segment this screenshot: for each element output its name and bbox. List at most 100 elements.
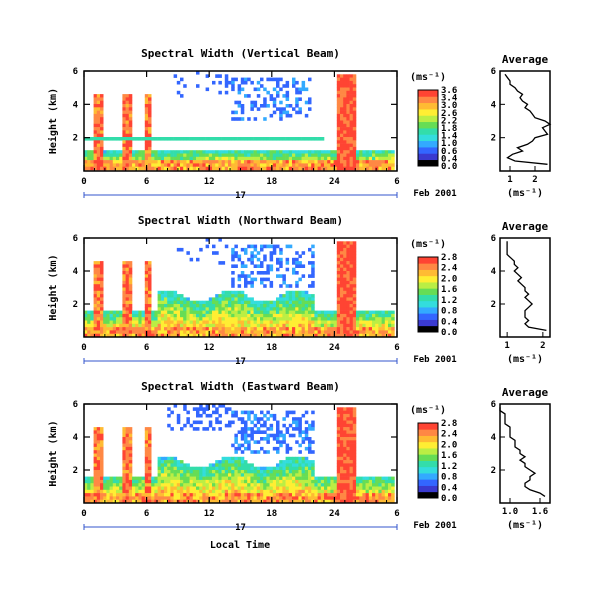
colorbar-swatch-0-11 xyxy=(418,90,438,97)
x-tick-label-1-0: 0 xyxy=(81,343,86,353)
profile-ytick-label-1-1: 4 xyxy=(491,267,497,277)
colorbar-swatch-1-3 xyxy=(418,307,438,314)
colorbar-swatch-0-6 xyxy=(418,121,438,129)
colorbar-tick-2-4: 1.2 xyxy=(441,462,457,472)
y-tick-label-1-1: 4 xyxy=(73,267,79,277)
colorbar-swatch-2-7 xyxy=(418,448,438,455)
colorbar-tick-2-3: 1.6 xyxy=(441,451,457,461)
heatmap-cells-0 xyxy=(84,71,395,171)
colorbar-swatch-1-1 xyxy=(418,319,438,327)
x-tick-label-1-4: 24 xyxy=(329,343,340,353)
heatmap-cells-1 xyxy=(84,238,395,337)
colorbar-swatch-2-6 xyxy=(418,454,438,461)
colorbar-label-2: (ms⁻¹) xyxy=(410,405,446,416)
colorbar-swatch-2-8 xyxy=(418,441,438,449)
profile-ytick-label-2-0: 6 xyxy=(491,400,496,410)
colorbar-swatch-2-3 xyxy=(418,473,438,480)
y-tick-label-2-0: 6 xyxy=(73,400,78,410)
profile-xtick-label-2-0: 1.0 xyxy=(502,507,518,517)
colorbar-swatch-0-10 xyxy=(418,96,438,104)
y-axis-label-0: Height (km) xyxy=(47,88,59,154)
colorbar-swatch-1-4 xyxy=(418,300,438,308)
colorbar-tick-2-2: 2.0 xyxy=(441,440,457,450)
colorbar-label-1: (ms⁻¹) xyxy=(410,239,446,250)
colorbar-swatch-0-2 xyxy=(418,147,438,154)
x-tick-label-2-5: 6 xyxy=(394,509,399,519)
panel-title-1: Spectral Width (Northward Beam) xyxy=(138,214,343,227)
profile-title-0: Average xyxy=(502,53,549,66)
profile-ytick-label-0-1: 4 xyxy=(491,100,497,110)
profile-ytick-label-1-2: 2 xyxy=(491,300,496,310)
date-label-1: Feb 2001 xyxy=(413,355,456,365)
colorbar-swatch-0-3 xyxy=(418,140,438,148)
profile-title-1: Average xyxy=(502,220,549,233)
x-tick-label-1-5: 6 xyxy=(394,343,399,353)
colorbar-tick-1-4: 1.2 xyxy=(441,296,457,306)
colorbar-tick-0-6: 1.4 xyxy=(441,132,458,142)
profile-ytick-label-0-0: 6 xyxy=(491,67,496,77)
day-label-2: 17 xyxy=(235,523,246,533)
colorbar-tick-1-1: 2.4 xyxy=(441,264,458,274)
colorbar-swatch-0-5 xyxy=(418,128,438,135)
colorbar-swatch-1-2 xyxy=(418,313,438,320)
y-tick-label-2-2: 2 xyxy=(73,466,78,476)
colorbar-tick-1-7: 0.0 xyxy=(441,328,457,338)
profile-frame-0 xyxy=(499,70,551,172)
colorbar-tick-1-6: 0.4 xyxy=(441,317,458,327)
colorbar-tick-0-1: 3.4 xyxy=(441,94,458,104)
colorbar-swatch-1-0 xyxy=(418,325,438,333)
x-tick-label-1-1: 6 xyxy=(144,343,149,353)
colorbar-tick-1-2: 2.0 xyxy=(441,274,457,284)
colorbar-frame-2 xyxy=(417,422,439,499)
colorbar-swatch-1-7 xyxy=(418,282,438,289)
colorbar-swatch-1-8 xyxy=(418,275,438,283)
colorbar-tick-0-8: 0.6 xyxy=(441,147,457,157)
colorbar-swatch-2-9 xyxy=(418,435,438,443)
profile-line-1 xyxy=(506,241,547,332)
colorbar-swatch-2-11 xyxy=(418,423,438,430)
x-tick-label-2-0: 0 xyxy=(81,509,86,519)
colorbar-tick-1-3: 1.6 xyxy=(441,285,457,295)
profile-xlabel-0: (ms⁻¹) xyxy=(507,188,543,199)
y-tick-label-0-1: 4 xyxy=(73,100,79,110)
x-tick-label-2-3: 18 xyxy=(266,509,277,519)
x-tick-label-2-4: 24 xyxy=(329,509,340,519)
axes-layer xyxy=(83,70,552,530)
colorbar-swatch-1-6 xyxy=(418,288,438,295)
colorbar-tick-0-9: 0.4 xyxy=(441,154,458,164)
profile-line-2 xyxy=(499,407,546,497)
colorbar-swatch-0-1 xyxy=(418,153,438,161)
colorbar-tick-0-7: 1.0 xyxy=(441,139,457,149)
profile-ytick-label-1-0: 6 xyxy=(491,234,496,244)
heatmap-cells-2 xyxy=(84,404,395,503)
colorbar-swatch-0-4 xyxy=(418,134,438,142)
colorbar-tick-2-0: 2.8 xyxy=(441,419,457,429)
x-tick-label-0-5: 6 xyxy=(394,177,399,187)
colorbar-tick-1-0: 2.8 xyxy=(441,253,457,263)
colorbar-tick-2-7: 0.0 xyxy=(441,494,457,504)
x-tick-label-0-1: 6 xyxy=(144,177,149,187)
text-layer: Spectral Width (Vertical Beam) Height (km… xyxy=(47,47,549,551)
profile-xtick-label-1-0: 1 xyxy=(504,341,509,351)
x-tick-label-0-3: 18 xyxy=(266,177,277,187)
x-tick-label-0-0: 0 xyxy=(81,177,86,187)
colorbar-swatch-2-0 xyxy=(418,491,438,499)
profile-xlabel-1: (ms⁻¹) xyxy=(507,354,543,365)
colorbar-tick-2-6: 0.4 xyxy=(441,483,458,493)
profile-ytick-label-0-2: 2 xyxy=(491,134,496,144)
x-tick-label-2-2: 12 xyxy=(204,509,215,519)
colorbar-swatch-2-10 xyxy=(418,429,438,436)
x-tick-label-2-1: 6 xyxy=(144,509,149,519)
x-tick-label-0-4: 24 xyxy=(329,177,340,187)
colorbar-tick-0-3: 2.6 xyxy=(441,109,457,119)
y-axis-label-2: Height (km) xyxy=(47,420,59,486)
y-tick-label-0-2: 2 xyxy=(73,134,78,144)
x-tick-label-1-3: 18 xyxy=(266,343,277,353)
colorbar-tick-1-5: 0.8 xyxy=(441,307,457,317)
colorbar-tick-2-5: 0.8 xyxy=(441,473,457,483)
profile-xtick-label-0-1: 2 xyxy=(532,175,537,185)
colorbar-swatch-1-5 xyxy=(418,294,438,302)
y-tick-label-1-0: 6 xyxy=(73,234,78,244)
profile-title-2: Average xyxy=(502,386,549,399)
